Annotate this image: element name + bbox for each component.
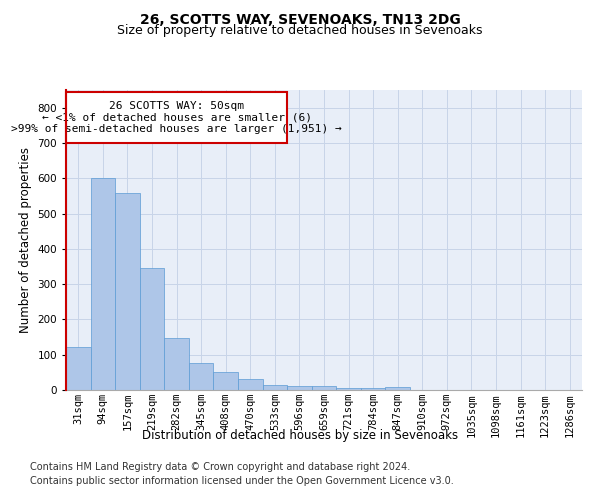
- Text: 26, SCOTTS WAY, SEVENOAKS, TN13 2DG: 26, SCOTTS WAY, SEVENOAKS, TN13 2DG: [140, 12, 460, 26]
- Bar: [164, 338, 189, 390]
- Text: Distribution of detached houses by size in Sevenoaks: Distribution of detached houses by size …: [142, 428, 458, 442]
- Text: Contains HM Land Registry data © Crown copyright and database right 2024.: Contains HM Land Registry data © Crown c…: [30, 462, 410, 472]
- Bar: [361, 388, 385, 390]
- Text: 26 SCOTTS WAY: 50sqm
← <1% of detached houses are smaller (6)
>99% of semi-detac: 26 SCOTTS WAY: 50sqm ← <1% of detached h…: [11, 101, 342, 134]
- Text: Size of property relative to detached houses in Sevenoaks: Size of property relative to detached ho…: [117, 24, 483, 37]
- Bar: [312, 386, 336, 390]
- Bar: [91, 178, 115, 390]
- Bar: [140, 268, 164, 390]
- Bar: [263, 385, 287, 390]
- Bar: [66, 347, 91, 390]
- Text: Contains public sector information licensed under the Open Government Licence v3: Contains public sector information licen…: [30, 476, 454, 486]
- Bar: [287, 386, 312, 390]
- Bar: [189, 363, 214, 390]
- Bar: [238, 380, 263, 390]
- FancyBboxPatch shape: [66, 92, 287, 143]
- Bar: [115, 193, 140, 390]
- Bar: [385, 387, 410, 390]
- Y-axis label: Number of detached properties: Number of detached properties: [19, 147, 32, 333]
- Bar: [336, 388, 361, 390]
- Bar: [214, 372, 238, 390]
